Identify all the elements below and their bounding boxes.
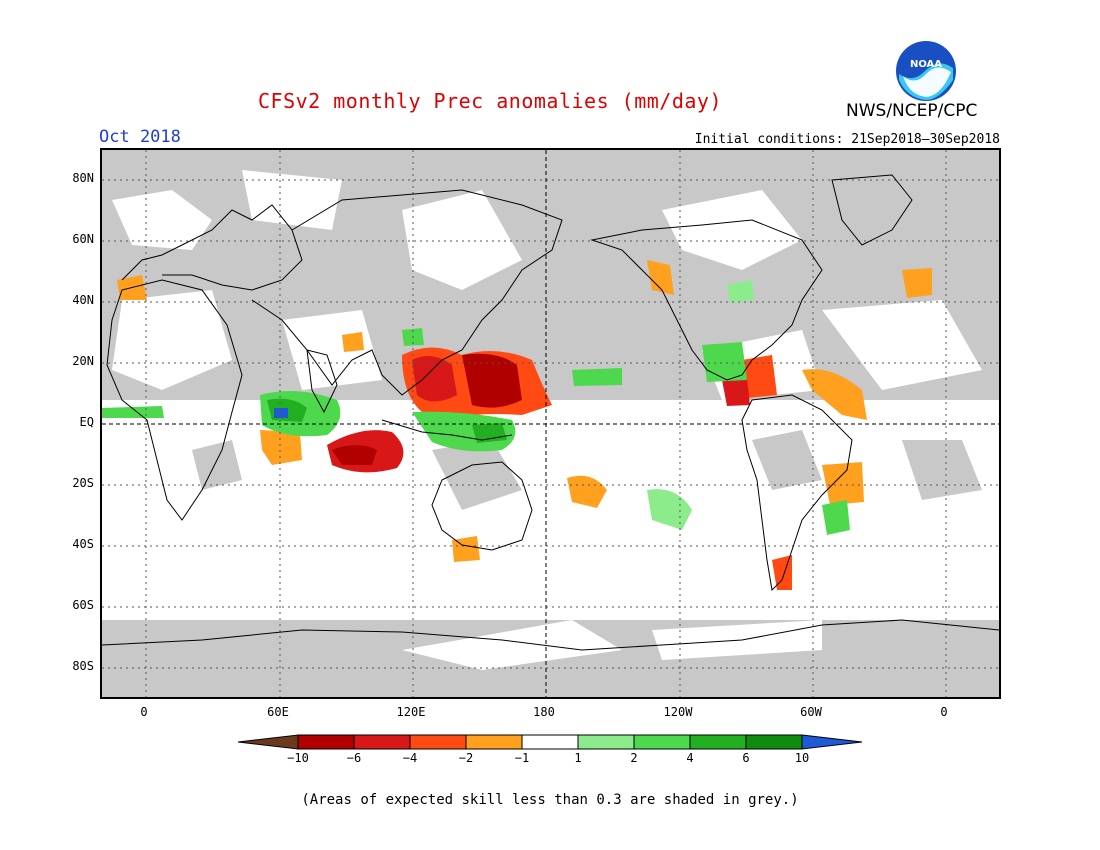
colorbar-tick-label: 2 — [630, 751, 638, 765]
colorbar-tick-label: −10 — [287, 751, 309, 765]
colorbar-segment — [465, 734, 523, 750]
lon-label-0: 0 — [140, 705, 148, 719]
colorbar-tick-label: 1 — [574, 751, 582, 765]
colorbar-tick-label: −4 — [402, 751, 418, 765]
colorbar-tick-label: −1 — [514, 751, 530, 765]
lat-label-80s: 80S — [72, 659, 94, 673]
map-canvas — [102, 150, 999, 697]
forecast-month: Oct 2018 — [99, 127, 181, 147]
map-title: CFSv2 monthly Prec anomalies (mm/day) — [257, 89, 723, 113]
lon-label-0-east: 0 — [940, 705, 948, 719]
lon-label-60w: 60W — [800, 705, 822, 719]
skill-footnote: (Areas of expected skill less than 0.3 a… — [301, 792, 799, 808]
coastlines — [102, 174, 999, 651]
colorbar — [238, 734, 862, 750]
colorbar-segment — [745, 734, 803, 750]
lat-label-60n: 60N — [72, 232, 94, 246]
organization-label: NWS/NCEP/CPC — [846, 101, 978, 121]
anomaly-patches — [102, 260, 932, 590]
colorbar-segment — [409, 734, 467, 750]
lat-label-60s: 60S — [72, 598, 94, 612]
colorbar-tick-label: 6 — [742, 751, 750, 765]
lat-label-80n: 80N — [72, 171, 94, 185]
colorbar-tick-label: 10 — [794, 751, 810, 765]
lat-label-40n: 40N — [72, 293, 94, 307]
lon-label-180: 180 — [533, 705, 555, 719]
lon-label-120w: 120W — [663, 705, 693, 719]
lon-label-120e: 120E — [396, 705, 426, 719]
lat-label-40s: 40S — [72, 537, 94, 551]
colorbar-segment — [353, 734, 411, 750]
initial-conditions: Initial conditions: 21Sep2018–30Sep2018 — [694, 132, 1000, 147]
graticule — [102, 150, 999, 697]
lat-label-eq: EQ — [79, 415, 94, 429]
precipitation-anomaly-map — [100, 148, 1001, 699]
colorbar-segment — [689, 734, 747, 750]
colorbar-segment — [577, 734, 635, 750]
colorbar-tick-label: −6 — [346, 751, 362, 765]
colorbar-segment — [521, 734, 579, 750]
colorbar-tick-label: −2 — [458, 751, 474, 765]
colorbar-segment — [297, 734, 355, 750]
colorbar-segment — [633, 734, 691, 750]
lat-label-20n: 20N — [72, 354, 94, 368]
lon-label-60e: 60E — [267, 705, 289, 719]
lat-label-20s: 20S — [72, 476, 94, 490]
colorbar-tick-label: 4 — [686, 751, 694, 765]
colorbar-segment — [801, 734, 862, 750]
colorbar-segment — [238, 734, 299, 750]
svg-text:NOAA: NOAA — [910, 59, 942, 70]
noaa-logo: NOAA — [896, 41, 956, 101]
